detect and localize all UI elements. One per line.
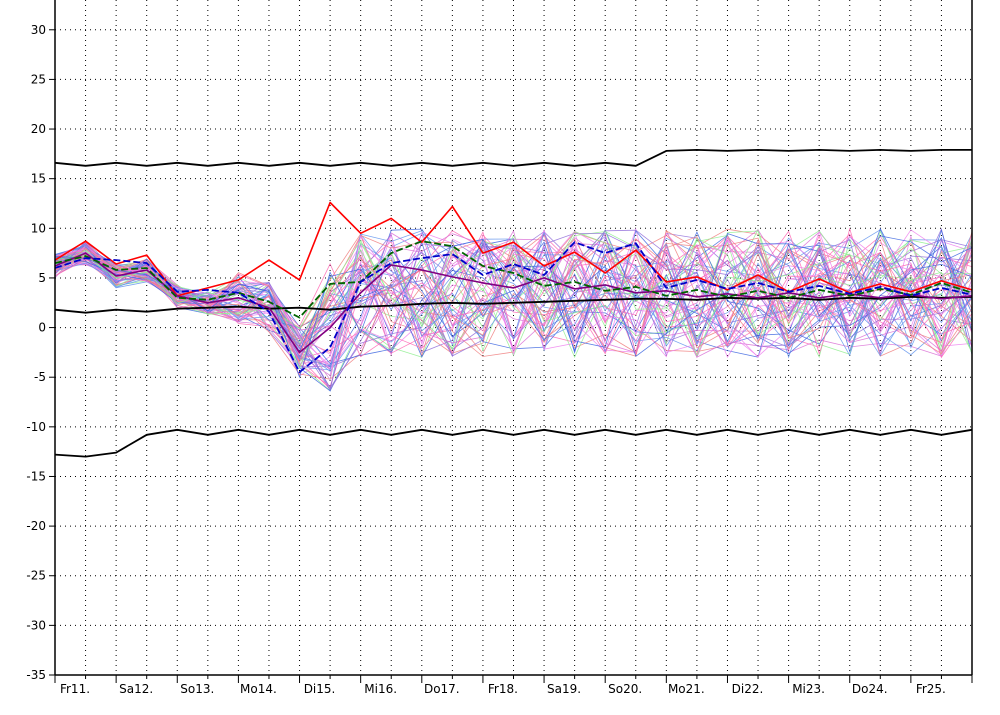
ensemble-member-line bbox=[54, 232, 973, 359]
ensemble-member-line bbox=[54, 232, 973, 389]
ensemble-member-line bbox=[54, 230, 973, 335]
x-tick-label: Mi23. bbox=[792, 682, 825, 696]
ensemble-member-line bbox=[54, 238, 973, 355]
y-tick-label: -30 bbox=[26, 618, 46, 632]
series-line-2 bbox=[54, 295, 973, 314]
y-tick-label: -15 bbox=[26, 469, 46, 483]
series-line-1 bbox=[54, 428, 973, 458]
series-line-6 bbox=[54, 241, 973, 374]
ensemble-member-line bbox=[54, 229, 973, 389]
ensemble-member-line bbox=[54, 231, 973, 370]
ensemble-member-line bbox=[54, 232, 973, 370]
x-tick-label: Mo14. bbox=[240, 682, 277, 696]
y-tick-label: 5 bbox=[38, 271, 46, 285]
x-tick-label: Sa12. bbox=[119, 682, 153, 696]
y-tick-label: -10 bbox=[26, 420, 46, 434]
y-tick-label: 25 bbox=[31, 72, 46, 86]
x-tick-label: So13. bbox=[180, 682, 214, 696]
x-tick-label: Mo21. bbox=[668, 682, 705, 696]
x-tick-label: Fr25. bbox=[916, 682, 946, 696]
x-tick-label: Di22. bbox=[732, 682, 764, 696]
series-line-3 bbox=[54, 201, 973, 297]
y-tick-label: -35 bbox=[26, 668, 46, 682]
series-line-5 bbox=[54, 240, 973, 319]
x-tick-label: Mi16. bbox=[364, 682, 397, 696]
y-tick-label: -5 bbox=[34, 370, 46, 384]
axes bbox=[49, 0, 973, 683]
ensemble-member-line bbox=[54, 232, 973, 361]
x-tick-label: Di15. bbox=[304, 682, 336, 696]
series-line-4 bbox=[54, 252, 973, 354]
ensemble-member-line bbox=[54, 230, 973, 371]
y-tick-label: 15 bbox=[31, 172, 46, 186]
x-tick-label: Do24. bbox=[852, 682, 888, 696]
y-tick-label: 0 bbox=[38, 321, 46, 335]
ensemble-member-line bbox=[54, 241, 973, 366]
x-tick-label: Sa19. bbox=[547, 682, 581, 696]
series-lines bbox=[54, 148, 973, 458]
tick-labels: 30 25 20 15 10 5 0 -5 -10 -15 -20 -25 -30 -35 Fr11. Sa1… bbox=[26, 23, 945, 696]
ensemble-member-line bbox=[54, 241, 973, 355]
x-tick-label: Fr11. bbox=[60, 682, 90, 696]
y-tick-label: -25 bbox=[26, 569, 46, 583]
x-tick-label: Fr18. bbox=[488, 682, 518, 696]
ensemble-member-line bbox=[54, 235, 973, 379]
ensemble-member-line bbox=[54, 241, 973, 358]
ensemble-member-line bbox=[54, 235, 973, 381]
y-tick-label: 20 bbox=[31, 122, 46, 136]
x-tick-label: Do17. bbox=[424, 682, 460, 696]
y-tick-label: 30 bbox=[31, 23, 46, 37]
x-tick-label: So20. bbox=[608, 682, 642, 696]
y-tick-label: -20 bbox=[26, 519, 46, 533]
y-tick-label: 10 bbox=[31, 221, 46, 235]
series-line-0 bbox=[54, 148, 972, 167]
